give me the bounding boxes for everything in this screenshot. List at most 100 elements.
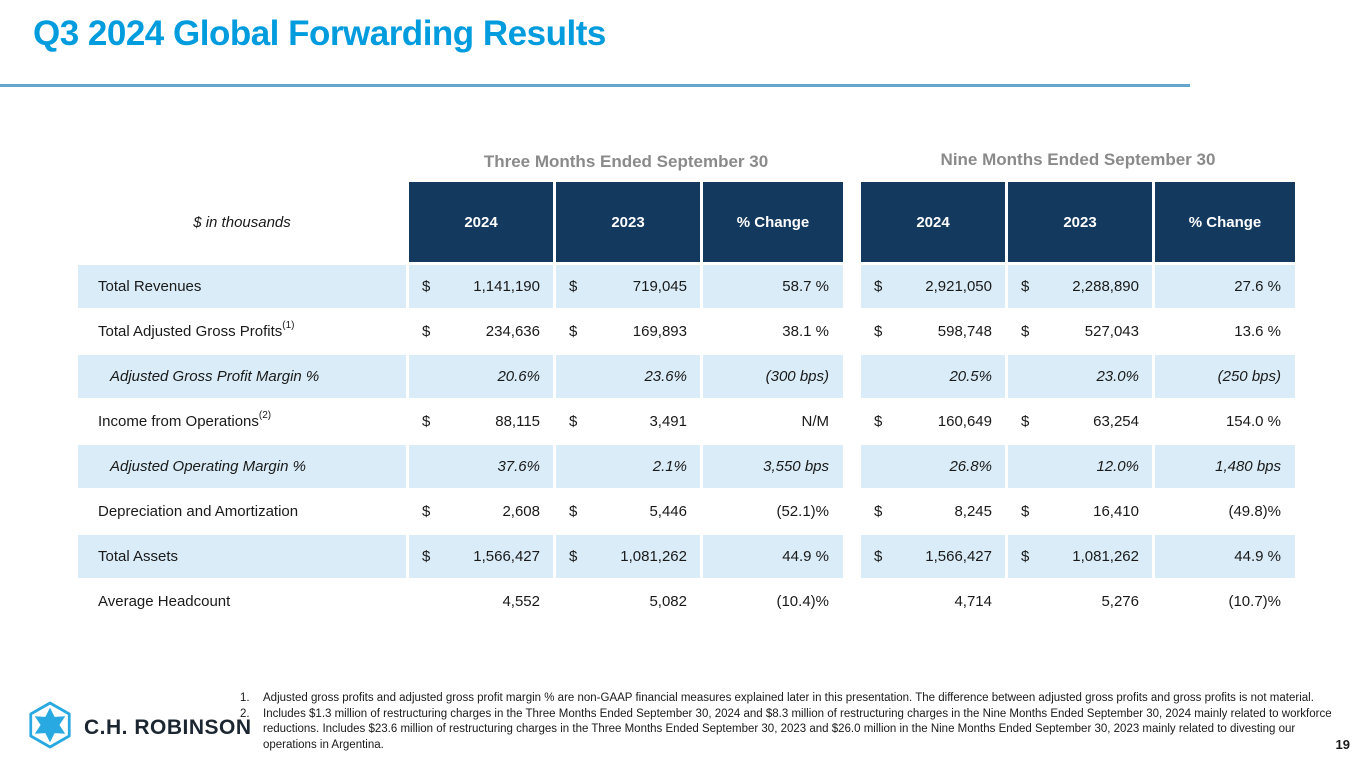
value: N/M (801, 413, 830, 430)
value: (250 bps) (1217, 368, 1281, 385)
value: 234,636 (485, 323, 540, 340)
row-label: Total Revenues (98, 278, 202, 295)
page-number: 19 (1335, 737, 1350, 752)
value: 44.9 % (782, 548, 829, 565)
currency-symbol: $ (1021, 503, 1030, 520)
currency-symbol: $ (874, 413, 883, 430)
value: 37.6% (497, 458, 540, 475)
table-row: Total Assets $1,566,427 $1,081,262 44.9 … (78, 535, 1298, 580)
currency-symbol: $ (422, 413, 431, 430)
value: 88,115 (495, 413, 540, 430)
cell-three-months-change: N/M (703, 400, 843, 445)
value: 2,921,050 (925, 278, 992, 295)
cell-three-months-change: 44.9 % (703, 535, 843, 580)
value: (49.8)% (1228, 503, 1281, 520)
table-row: Average Headcount 4,552 5,082 (10.4)% 4,… (78, 580, 1298, 625)
table-gap (846, 490, 858, 535)
cell-nine-months-2024: $160,649 (861, 400, 1005, 445)
row-label: Depreciation and Amortization (98, 503, 299, 520)
cell-three-months-change: 38.1 % (703, 310, 843, 355)
footnotes: 1. Adjusted gross profits and adjusted g… (240, 691, 1352, 754)
row-label: Income from Operations (98, 413, 259, 430)
value: (10.4)% (776, 593, 829, 610)
results-table: $ in thousands 2024 2023 % Change 2024 2… (78, 182, 1298, 625)
value: 20.5% (949, 368, 992, 385)
value: 44.9 % (1234, 548, 1281, 565)
column-header-nm-2024: 2024 (861, 182, 1005, 262)
cell-three-months-change: (10.4)% (703, 580, 843, 625)
table-group-title-three-months: Three Months Ended September 30 (483, 152, 769, 171)
cell-nine-months-change: (250 bps) (1155, 355, 1295, 400)
value: 1,081,262 (620, 548, 687, 565)
cell-three-months-2023: 2.1% (556, 445, 700, 490)
column-header-tm-2024: 2024 (409, 182, 553, 262)
cell-nine-months-2024: $598,748 (861, 310, 1005, 355)
value: 38.1 % (782, 323, 829, 340)
currency-symbol: $ (569, 413, 578, 430)
currency-symbol: $ (874, 278, 883, 295)
value: 63,254 (1093, 413, 1139, 430)
currency-symbol: $ (422, 548, 431, 565)
page-title: Q3 2024 Global Forwarding Results (33, 14, 606, 53)
logo-wordmark: C.H. ROBINSON (84, 715, 252, 739)
cell-nine-months-change: 13.6 % (1155, 310, 1295, 355)
row-label: Average Headcount (98, 593, 231, 610)
currency-symbol: $ (874, 503, 883, 520)
currency-symbol: $ (1021, 323, 1030, 340)
currency-symbol: $ (1021, 413, 1030, 430)
value: 160,649 (937, 413, 992, 430)
value: 1,566,427 (925, 548, 992, 565)
value: 2.1% (652, 458, 687, 475)
value: 5,082 (649, 593, 687, 610)
cell-nine-months-2024: 4,714 (861, 580, 1005, 625)
cell-nine-months-2023: 12.0% (1008, 445, 1152, 490)
footnote-number: 1. (240, 692, 250, 704)
footnote-text: Includes $1.3 million of restructuring c… (263, 708, 1332, 751)
value: 3,491 (649, 413, 687, 430)
column-header-nm-change: % Change (1155, 182, 1295, 262)
value: 2,288,890 (1072, 278, 1139, 295)
table-gap (846, 445, 858, 490)
cell-three-months-change: 3,550 bps (703, 445, 843, 490)
cell-nine-months-change: 1,480 bps (1155, 445, 1295, 490)
cell-three-months-2023: 23.6% (556, 355, 700, 400)
row-label: Adjusted Operating Margin % (110, 458, 306, 475)
row-label-cell: Depreciation and Amortization (78, 490, 406, 535)
row-label-cell: Average Headcount (78, 580, 406, 625)
cell-three-months-change: 58.7 % (703, 265, 843, 310)
value: 1,480 bps (1215, 458, 1281, 475)
value: (300 bps) (765, 368, 829, 385)
footnote-2: 2. Includes $1.3 million of restructurin… (240, 707, 1352, 753)
value: 23.0% (1096, 368, 1139, 385)
row-label-cell: Adjusted Operating Margin % (78, 445, 406, 490)
cell-three-months-2024: $234,636 (409, 310, 553, 355)
table-gap (846, 182, 858, 262)
table-gap (846, 400, 858, 445)
table-gap (846, 580, 858, 625)
value: 4,552 (502, 593, 540, 610)
row-label-cell: Total Assets (78, 535, 406, 580)
table-row: Adjusted Gross Profit Margin % 20.6% 23.… (78, 355, 1298, 400)
cell-nine-months-2023: $63,254 (1008, 400, 1152, 445)
cell-three-months-2023: $719,045 (556, 265, 700, 310)
row-label-cell: Income from Operations (2) (78, 400, 406, 445)
value: (10.7)% (1228, 593, 1281, 610)
currency-symbol: $ (422, 323, 431, 340)
currency-symbol: $ (874, 548, 883, 565)
value: 154.0 % (1225, 413, 1281, 430)
cell-three-months-2024: $88,115 (409, 400, 553, 445)
value: 527,043 (1084, 323, 1139, 340)
currency-symbol: $ (422, 503, 431, 520)
table-row: Total Adjusted Gross Profits (1) $234,636… (78, 310, 1298, 355)
cell-three-months-2024: 20.6% (409, 355, 553, 400)
cell-nine-months-change: 44.9 % (1155, 535, 1295, 580)
cell-three-months-2024: $1,141,190 (409, 265, 553, 310)
value: 1,081,262 (1072, 548, 1139, 565)
value: 8,245 (954, 503, 992, 520)
value: 5,276 (1101, 593, 1139, 610)
value: 16,410 (1093, 503, 1139, 520)
row-label-cell: Total Revenues (78, 265, 406, 310)
cell-nine-months-2023: 5,276 (1008, 580, 1152, 625)
value: 58.7 % (782, 278, 829, 295)
